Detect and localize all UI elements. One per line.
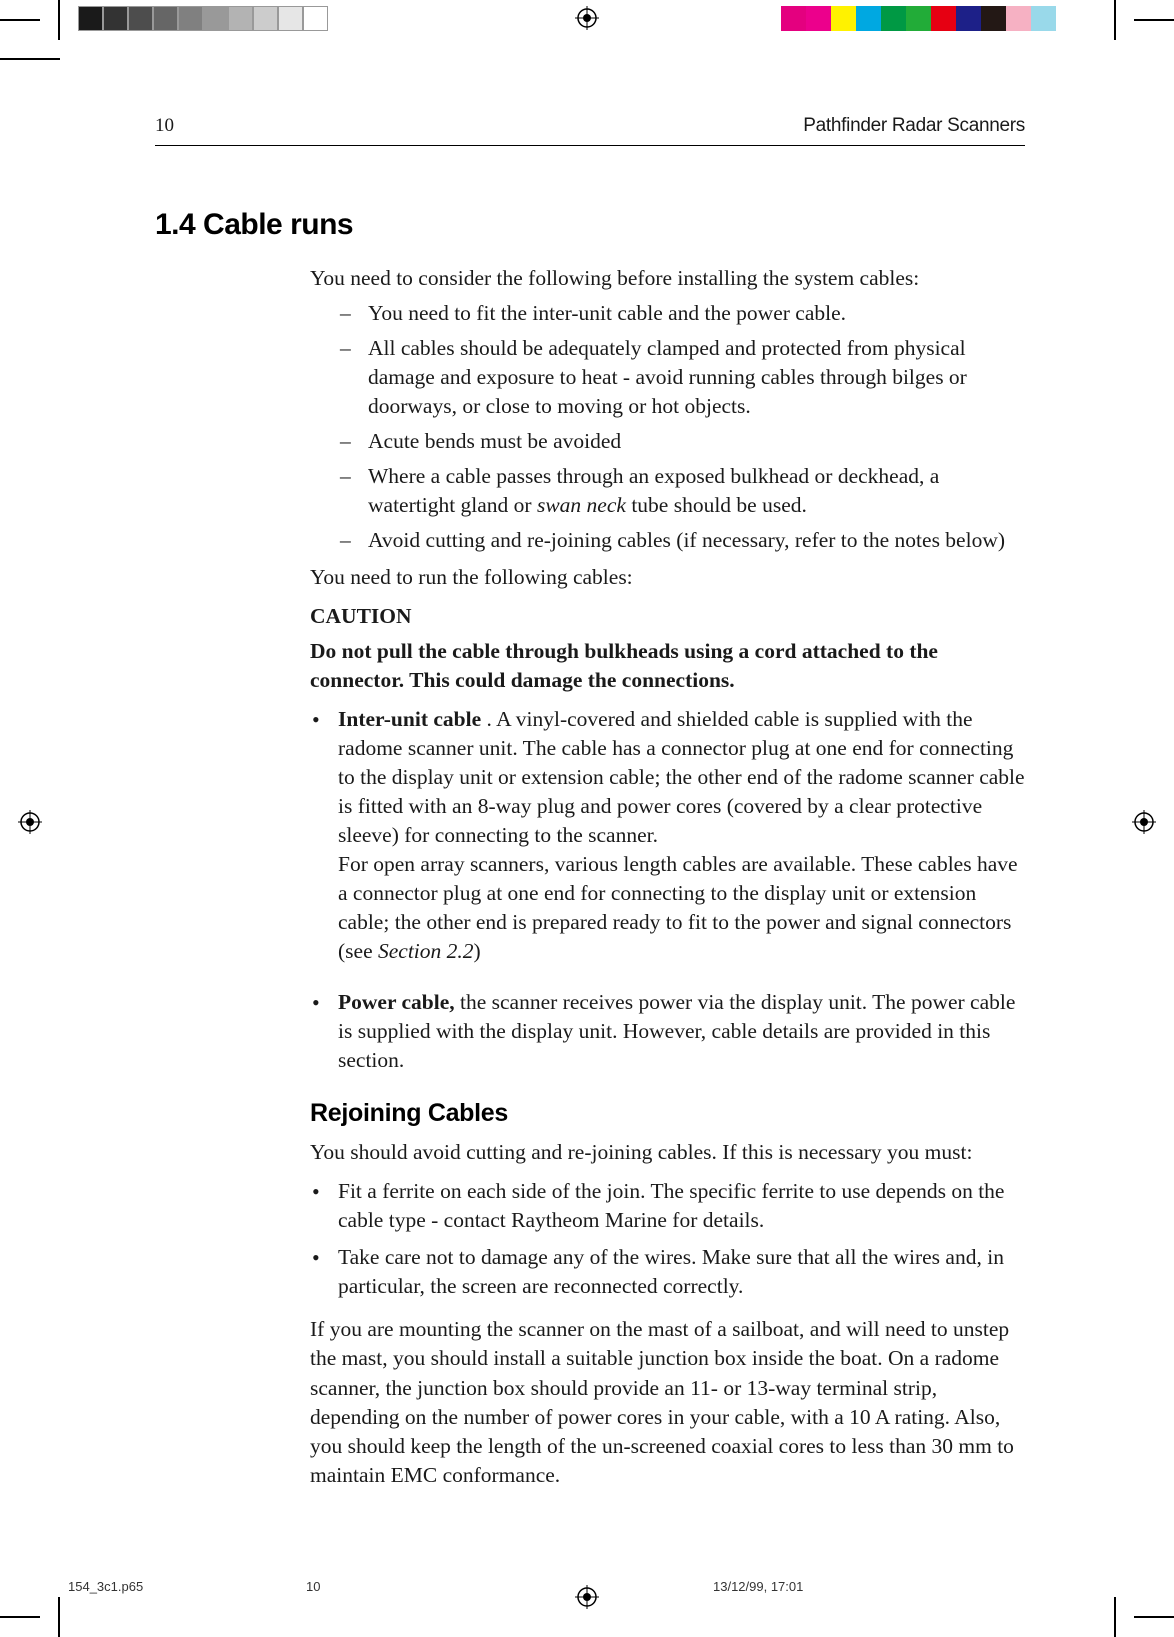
registration-mark-icon [18, 810, 42, 834]
section-content: You need to consider the following befor… [310, 264, 1025, 1490]
list-item: Acute bends must be avoided [340, 427, 1025, 456]
crop-mark [1114, 1597, 1116, 1637]
swatch [856, 6, 881, 31]
color-calibration-strip [781, 6, 1081, 31]
swatch [1006, 6, 1031, 31]
crop-mark [58, 1597, 60, 1637]
page-number: 10 [155, 115, 174, 137]
footer-timestamp: 13/12/99, 17:01 [713, 1579, 803, 1594]
page-body: 10 Pathfinder Radar Scanners 1.4 Cable r… [155, 115, 1025, 1496]
swatch [228, 6, 253, 31]
crop-mark [1114, 0, 1116, 40]
registration-mark-icon [1132, 810, 1156, 834]
swatch [781, 6, 806, 31]
list-item: All cables should be adequately clamped … [340, 334, 1025, 421]
running-header: 10 Pathfinder Radar Scanners [155, 115, 1025, 146]
crop-mark [1134, 19, 1174, 21]
rejoin-intro: You should avoid cutting and re-joining … [310, 1138, 1025, 1167]
swatch [203, 6, 228, 31]
swatch [931, 6, 956, 31]
run-intro: You need to run the following cables: [310, 563, 1025, 592]
doc-title: Pathfinder Radar Scanners [803, 115, 1025, 137]
swatch [153, 6, 178, 31]
intro-paragraph: You need to consider the following befor… [310, 264, 1025, 293]
crop-mark [58, 0, 60, 40]
list-item: Power cable, the scanner receives power … [310, 988, 1025, 1075]
swatch [956, 6, 981, 31]
subsection-heading: Rejoining Cables [310, 1099, 1025, 1128]
registration-mark-icon [575, 6, 599, 30]
list-item: Avoid cutting and re-joining cables (if … [340, 526, 1025, 555]
trim-rule [0, 58, 60, 60]
swatch [103, 6, 128, 31]
list-item: You need to fit the inter-unit cable and… [340, 299, 1025, 328]
crop-mark [1134, 1616, 1174, 1618]
crop-mark [0, 19, 40, 21]
list-item: Where a cable passes through an exposed … [340, 462, 1025, 520]
list-item: Inter-unit cable . A vinyl-covered and s… [310, 705, 1025, 966]
swatch [178, 6, 203, 31]
swatch [806, 6, 831, 31]
swatch [881, 6, 906, 31]
grayscale-calibration-strip [78, 6, 328, 31]
swatch [128, 6, 153, 31]
cable-types-list: Inter-unit cable . A vinyl-covered and s… [310, 705, 1025, 1075]
section-heading: 1.4 Cable runs [155, 208, 1025, 242]
rejoin-list: Fit a ferrite on each side of the join. … [310, 1177, 1025, 1301]
closing-paragraph: If you are mounting the scanner on the m… [310, 1315, 1025, 1489]
footer-page: 10 [306, 1579, 320, 1594]
swatch [906, 6, 931, 31]
swatch [1031, 6, 1056, 31]
caution-heading: CAUTION [310, 602, 1025, 631]
swatch [831, 6, 856, 31]
swatch [278, 6, 303, 31]
swatch [981, 6, 1006, 31]
considerations-list: You need to fit the inter-unit cable and… [340, 299, 1025, 555]
list-item: Fit a ferrite on each side of the join. … [310, 1177, 1025, 1235]
swatch [78, 6, 103, 31]
list-item: Take care not to damage any of the wires… [310, 1243, 1025, 1301]
crop-mark [0, 1616, 40, 1618]
footer-file: 154_3c1.p65 [68, 1579, 143, 1594]
caution-body: Do not pull the cable through bulkheads … [310, 637, 1025, 695]
swatch [303, 6, 328, 31]
print-footer: 154_3c1.p65 10 13/12/99, 17:01 [68, 1579, 1108, 1594]
swatch [253, 6, 278, 31]
swatch [1056, 6, 1081, 31]
